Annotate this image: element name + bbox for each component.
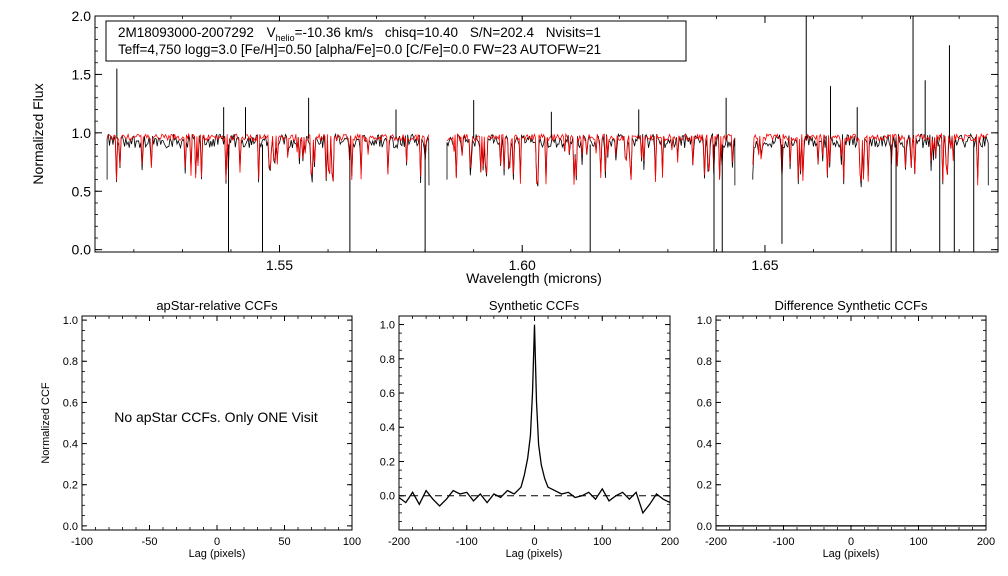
x-tick-label: 100 — [593, 536, 611, 548]
x-tick-label: 100 — [909, 536, 927, 548]
x-tick-label: 200 — [977, 536, 995, 548]
apstar-ccf-title: apStar-relative CCFs — [156, 298, 278, 313]
x-tick-label: -100 — [772, 536, 794, 548]
y-tick-label: 0.0 — [380, 491, 395, 503]
y-tick-label: 0.2 — [63, 480, 78, 492]
x-tick-label: -100 — [71, 536, 93, 548]
difference-ccf-frame — [715, 315, 987, 531]
y-tick-label: 0.4 — [380, 422, 395, 434]
y-tick-label: 0.5 — [72, 183, 92, 199]
annotation-line-1: 2M18093000-2007292 Vhelio=-10.36 km/s ch… — [118, 25, 601, 43]
y-tick-label: 0.0 — [697, 521, 712, 533]
annotation-nvisits: Nvisits=1 — [546, 25, 601, 40]
difference-ccf-panel: Difference Synthetic CCFs -200 -100 0 100 20… — [697, 298, 995, 560]
spectrum-y-axis-label: Normalized Flux — [30, 83, 46, 184]
annotation-box-frame — [105, 20, 687, 62]
spectrum-annotation-box: 2M18093000-2007292 Vhelio=-10.36 km/s ch… — [105, 20, 687, 62]
spectrum-x-axis-label: Wavelength (microns) — [466, 270, 602, 286]
x-tick-label: -50 — [142, 536, 158, 548]
y-tick-label: 0.4 — [697, 439, 712, 451]
x-tick-label: 200 — [661, 536, 679, 548]
apstar-ccf-panel: apStar-relative CCFs -100 -50 0 50 100 0.0 0.… — [40, 298, 361, 560]
x-tick-label: 100 — [343, 536, 361, 548]
apstar-ccf-x-axis-label: Lag (pixels) — [189, 548, 246, 560]
y-tick-label: 1.0 — [72, 125, 92, 141]
y-tick-label: 0.2 — [697, 480, 712, 492]
y-tick-label: 0.8 — [697, 356, 712, 368]
y-tick-label: 0.2 — [380, 456, 395, 468]
y-tick-label: 1.0 — [63, 315, 78, 327]
synthetic-ccf-x-axis-label: Lag (pixels) — [506, 548, 563, 560]
y-tick-label: 2.0 — [72, 8, 92, 24]
x-tick-label: 50 — [278, 536, 290, 548]
x-tick-label: 1.55 — [266, 257, 293, 273]
x-tick-label: 1.65 — [751, 257, 778, 273]
y-tick-label: 1.0 — [697, 315, 712, 327]
annotation-line-2: Teff=4,750 logg=3.0 [Fe/H]=0.50 [alpha/F… — [118, 42, 601, 57]
y-tick-label: 1.0 — [380, 320, 395, 332]
y-tick-label: 1.5 — [72, 66, 92, 82]
synthetic-ccf-panel: Synthetic CCFs -200 -100 0 100 200 0.0 0.2 0.4… — [380, 298, 679, 560]
annotation-v-sub: helio — [276, 33, 295, 43]
x-tick-label: -200 — [388, 536, 410, 548]
x-tick-label: 1.60 — [509, 257, 536, 273]
apstar-ccf-message: No apStar CCFs. Only ONE Visit — [114, 409, 318, 425]
apstar-ccf-y-axis-label: Normalized CCF — [40, 382, 52, 464]
x-tick-label: -200 — [705, 536, 727, 548]
annotation-snr: S/N=202.4 — [470, 25, 535, 40]
y-tick-label: 0.6 — [63, 397, 78, 409]
y-tick-label: 0.8 — [63, 356, 78, 368]
y-tick-label: 0.0 — [63, 521, 78, 533]
synthetic-ccf-title: Synthetic CCFs — [489, 298, 580, 313]
annotation-star-id: 2M18093000-2007292 — [118, 25, 254, 40]
y-tick-label: 0.0 — [72, 242, 92, 258]
x-tick-label: 0 — [848, 536, 854, 548]
y-tick-label: 0.6 — [380, 388, 395, 400]
ccf-series-line — [398, 324, 671, 515]
spectrum-panel: 1.55 1.60 1.65 0.0 0.5 1.0 1.5 2.0 Wavelength … — [30, 8, 999, 286]
annotation-v-prefix: V — [267, 25, 276, 40]
x-tick-label: 0 — [531, 536, 537, 548]
x-tick-label: 0 — [214, 536, 220, 548]
y-tick-label: 0.4 — [63, 439, 78, 451]
x-tick-label: -100 — [456, 536, 478, 548]
difference-ccf-title: Difference Synthetic CCFs — [775, 298, 928, 313]
y-tick-label: 0.6 — [697, 397, 712, 409]
annotation-chisq: chisq=10.40 — [385, 25, 458, 40]
synthetic-spectrum-line — [446, 132, 736, 185]
difference-ccf-x-axis-label: Lag (pixels) — [823, 548, 880, 560]
spectrum-plot-frame — [94, 15, 999, 253]
annotation-v-value: =-10.36 km/s — [295, 25, 374, 40]
y-tick-label: 0.8 — [380, 354, 395, 366]
synthetic-spectrum-line — [106, 132, 430, 182]
